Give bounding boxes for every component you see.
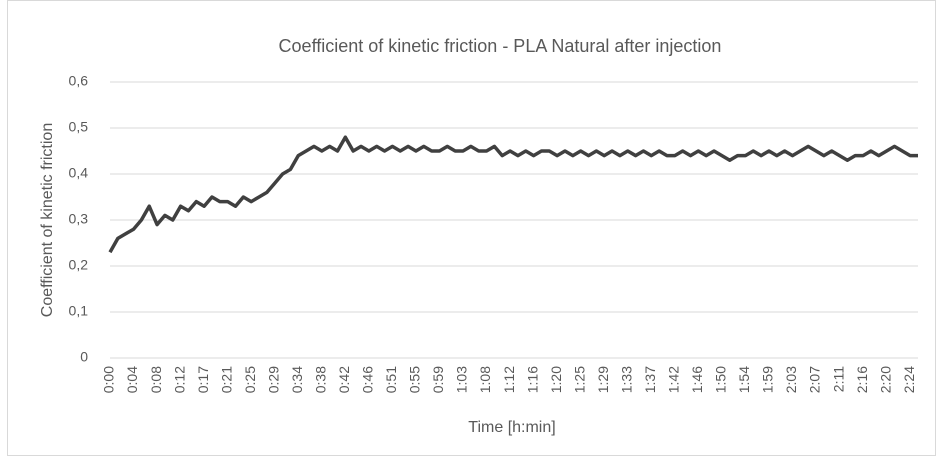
x-tick-label: 1:16	[524, 366, 540, 393]
x-tick-label: 0:17	[195, 366, 211, 393]
y-tick-label: 0,6	[69, 73, 89, 89]
x-tick-label: 1:12	[501, 366, 517, 393]
y-tick-label: 0,5	[69, 119, 89, 135]
x-tick-label: 1:29	[595, 366, 611, 393]
x-tick-label: 0:00	[101, 366, 117, 393]
x-tick-label: 1:50	[713, 366, 729, 393]
x-tick-label: 1:33	[618, 366, 634, 393]
x-tick-label: 0:12	[171, 366, 187, 393]
x-tick-label: 0:21	[218, 366, 234, 393]
y-axis-title: Coefficient of kinetic friction	[39, 123, 56, 317]
chart-title: Coefficient of kinetic friction - PLA Na…	[279, 36, 722, 56]
x-tick-label: 1:20	[548, 366, 564, 393]
x-tick-label: 0:25	[242, 366, 258, 393]
x-tick-label: 1:42	[666, 366, 682, 393]
x-tick-label: 0:08	[148, 366, 164, 393]
x-tick-label: 2:20	[877, 366, 893, 393]
y-tick-label: 0,2	[69, 257, 89, 273]
x-tick-label: 1:54	[736, 366, 752, 393]
x-tick-label: 1:08	[477, 366, 493, 393]
y-tick-label: 0,1	[69, 303, 89, 319]
x-tick-label: 1:03	[454, 366, 470, 393]
x-tick-label: 2:24	[901, 366, 917, 393]
x-tick-label: 1:59	[760, 366, 776, 393]
x-tick-label: 1:25	[571, 366, 587, 393]
chart-border	[7, 0, 936, 456]
x-tick-label: 2:16	[854, 366, 870, 393]
x-tick-label: 0:46	[360, 366, 376, 393]
x-tick-label: 0:29	[265, 366, 281, 393]
x-tick-label: 0:42	[336, 366, 352, 393]
x-axis-title: Time [h:min]	[468, 419, 555, 436]
x-tick-label: 0:34	[289, 366, 305, 393]
x-tick-label: 0:51	[383, 366, 399, 393]
x-tick-label: 0:59	[430, 366, 446, 393]
x-tick-label: 0:04	[124, 366, 140, 393]
y-tick-label: 0,4	[69, 165, 89, 181]
x-tick-label: 2:03	[783, 366, 799, 393]
y-tick-label: 0	[80, 349, 88, 365]
x-tick-label: 0:55	[407, 366, 423, 393]
x-tick-label: 2:07	[807, 366, 823, 393]
y-tick-label: 0,3	[69, 211, 89, 227]
x-tick-label: 2:11	[830, 366, 846, 392]
x-tick-label: 1:37	[642, 366, 658, 393]
x-tick-label: 1:46	[689, 366, 705, 393]
x-tick-label: 0:38	[313, 366, 329, 393]
data-line	[108, 135, 918, 254]
